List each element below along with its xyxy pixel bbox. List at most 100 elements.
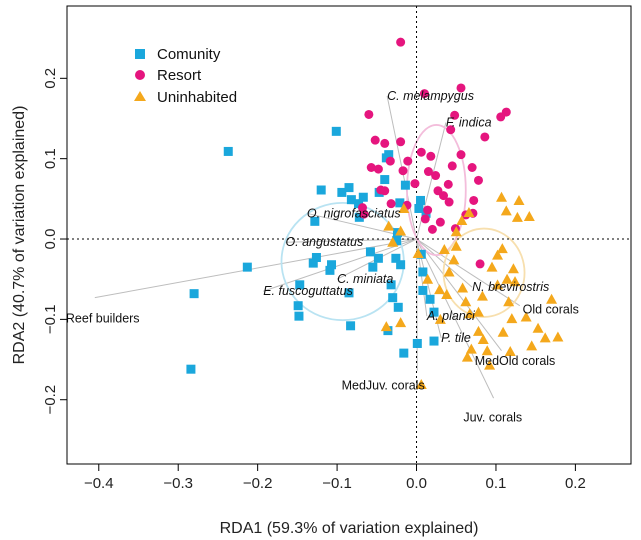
point-uninhabited (463, 207, 475, 218)
point-comunity (354, 212, 364, 222)
point-uninhabited (552, 331, 564, 342)
point-uninhabited (500, 205, 512, 216)
point-uninhabited (492, 279, 504, 290)
point-resort (420, 214, 430, 224)
point-uninhabited (496, 191, 508, 202)
point-uninhabited (472, 325, 484, 336)
point-comunity (346, 195, 356, 205)
point-uninhabited (509, 276, 521, 287)
point-resort (435, 217, 445, 227)
point-resort (416, 147, 426, 157)
variable-label: Old corals (523, 303, 579, 317)
point-uninhabited (457, 282, 469, 293)
point-resort (446, 125, 456, 135)
point-resort (403, 156, 413, 166)
point-resort (419, 89, 429, 99)
point-uninhabited (434, 313, 446, 324)
annotation-labels-layer: C. melampygus F. indica O. nigrofasciatus O… (66, 89, 579, 424)
species-label: C. melampygus (387, 89, 474, 103)
point-resort (456, 83, 466, 93)
point-resort (385, 156, 395, 166)
point-resort (467, 163, 477, 173)
x-axis-title: RDA1 (59.3% of variation explained) (220, 520, 479, 537)
x-tick-label: 0.1 (486, 475, 507, 492)
point-comunity (325, 265, 335, 275)
point-comunity (384, 150, 394, 160)
y-tick-label: 0.2 (42, 68, 59, 89)
y-axis: −0.2 −0.1 0.0 0.1 0.2 (42, 68, 68, 415)
point-comunity (396, 260, 406, 270)
x-tick-label: −0.4 (84, 475, 114, 492)
point-resort (475, 259, 485, 269)
point-resort (410, 179, 420, 189)
y-tick-label: −0.2 (42, 385, 59, 415)
x-tick-label: −0.1 (322, 475, 352, 492)
species-label: C. miniata (337, 272, 393, 286)
point-resort (380, 186, 390, 196)
variable-label: Juv. corals (463, 410, 522, 424)
point-uninhabited (503, 296, 515, 307)
species-label: N. brevirostris (472, 280, 549, 294)
data-points-layer (186, 37, 564, 389)
point-comunity (418, 267, 428, 277)
point-uninhabited (477, 333, 489, 344)
point-resort (359, 209, 369, 219)
legend-label-resort: Resort (157, 67, 202, 84)
variable-vector (416, 239, 418, 371)
point-resort (386, 199, 396, 209)
x-tick-label: −0.2 (243, 475, 273, 492)
point-comunity (331, 126, 341, 136)
point-comunity (386, 280, 396, 290)
point-uninhabited (398, 202, 410, 213)
point-resort (456, 150, 466, 160)
point-comunity (310, 216, 320, 226)
point-uninhabited (472, 306, 484, 317)
variable-vectors-layer (94, 95, 521, 399)
point-comunity (358, 192, 368, 202)
point-comunity (414, 203, 424, 213)
point-uninhabited (496, 243, 508, 254)
point-comunity (223, 146, 233, 156)
point-comunity (399, 348, 409, 358)
point-resort (439, 191, 449, 201)
point-uninhabited (460, 296, 472, 307)
point-comunity (373, 253, 383, 263)
point-comunity (400, 180, 410, 190)
variable-vector (416, 238, 521, 307)
point-uninhabited (504, 346, 516, 357)
point-resort (443, 179, 453, 189)
point-uninhabited (450, 240, 462, 251)
point-uninhabited (523, 211, 535, 222)
legend: Comunity Resort Uninhabited (134, 46, 237, 106)
point-resort (496, 112, 506, 122)
point-uninhabited (465, 343, 477, 354)
point-comunity (346, 321, 356, 331)
point-uninhabited (450, 226, 462, 237)
point-resort (427, 224, 437, 234)
point-uninhabited (441, 288, 453, 299)
x-tick-label: 0.0 (406, 475, 427, 492)
species-label: F. indica (446, 116, 492, 130)
species-label: P. tile (441, 331, 471, 345)
point-uninhabited (501, 273, 513, 284)
point-comunity (354, 199, 364, 209)
point-resort (366, 163, 376, 173)
y-tick-label: 0.0 (42, 229, 59, 250)
variable-vector (94, 238, 417, 299)
point-uninhabited (511, 211, 523, 222)
point-comunity (429, 307, 439, 317)
point-resort (380, 138, 390, 148)
point-uninhabited (412, 247, 424, 258)
point-uninhabited (456, 215, 468, 226)
legend-label-uninhabited: Uninhabited (157, 89, 237, 106)
point-resort (396, 137, 406, 147)
legend-label-comunity: Comunity (157, 46, 221, 63)
point-uninhabited (464, 308, 476, 319)
point-uninhabited (395, 225, 407, 236)
point-uninhabited (443, 266, 455, 277)
point-resort (469, 195, 479, 205)
point-uninhabited (513, 194, 525, 205)
point-resort (431, 171, 441, 181)
point-comunity (395, 198, 405, 208)
point-comunity (344, 288, 354, 298)
